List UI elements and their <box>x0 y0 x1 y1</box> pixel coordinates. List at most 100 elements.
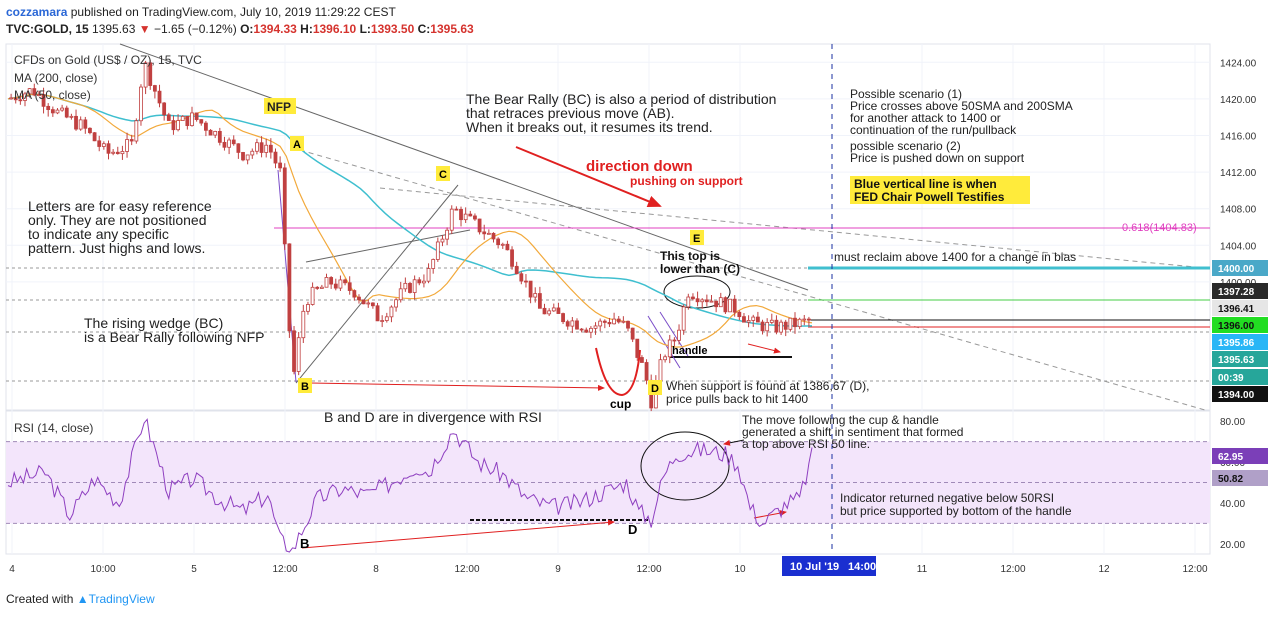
price-label-box <box>1212 300 1268 316</box>
cursor-date-box <box>782 556 876 576</box>
handle-label: handle <box>672 345 707 357</box>
candle-body <box>593 325 598 329</box>
time-tick-label: 12:00 <box>636 564 661 575</box>
candle-body <box>361 299 366 305</box>
candle-body <box>681 306 686 331</box>
candle-body <box>491 232 496 240</box>
tradingview-brand[interactable]: TradingView <box>88 592 155 606</box>
candle-body <box>366 302 371 305</box>
direction-label: direction down <box>586 158 693 175</box>
candle-body <box>751 316 756 321</box>
candle-body <box>101 143 106 147</box>
downtrend-line[interactable] <box>119 43 809 291</box>
move-pointer-arrow[interactable] <box>723 439 745 446</box>
time-tick-label: 10:00 <box>90 564 115 575</box>
candle-body <box>607 322 612 325</box>
candle-body <box>426 268 431 282</box>
candle-body <box>672 339 677 342</box>
author-name[interactable]: cozzamara <box>6 5 68 19</box>
candle-body <box>667 339 672 358</box>
fib-label: 0.618(1404.83) <box>1122 222 1197 234</box>
candle-body <box>584 329 589 333</box>
ma200-legend: MA (200, close) <box>14 71 97 85</box>
top-e-ellipse[interactable] <box>663 275 731 309</box>
time-tick-label: 9 <box>555 564 561 575</box>
time-tick-label: 5 <box>191 564 197 575</box>
rsi-divergence-arrow[interactable] <box>301 519 615 549</box>
created-with: Created with <box>6 592 74 606</box>
handle-channel-1 <box>647 315 681 369</box>
candle-body <box>273 151 278 164</box>
candle-body <box>69 115 74 118</box>
candle-body <box>524 280 528 283</box>
label-a: A <box>293 139 301 151</box>
close-label: C: <box>417 22 431 36</box>
annotation-line: continuation of the run/pullback <box>850 123 1017 137</box>
candle-body <box>704 299 709 303</box>
candle-body <box>537 293 542 309</box>
candle-body <box>157 90 162 104</box>
annotation-line: price pulls back to hit 1400 <box>666 392 808 406</box>
price-label-text: 1394.00 <box>1218 390 1255 401</box>
tradingview-logo-icon[interactable]: ▲ <box>76 592 89 606</box>
annotation-line: When support is found at 1386,67 (D), <box>666 379 869 393</box>
annotation-line: a top above RSI 50 line. <box>742 437 870 451</box>
candle-body <box>797 318 802 328</box>
candle-body <box>598 320 603 327</box>
candle-body <box>422 280 426 284</box>
cup-curve[interactable] <box>595 347 641 397</box>
candle-body <box>9 97 13 100</box>
candle-body <box>213 130 218 136</box>
candle-body <box>398 288 403 301</box>
annotation-line: Price is pushed down on support <box>850 151 1025 165</box>
candle-body <box>565 321 570 327</box>
rsi-handle-arrow[interactable] <box>753 510 787 519</box>
candle-body <box>695 298 700 303</box>
candle-body <box>134 120 139 142</box>
candle-body <box>176 120 180 131</box>
candle-body <box>125 139 129 152</box>
price-axis[interactable]: 1424.00 1420.00 1416.00 1412.00 1408.00 1404.… <box>1220 58 1257 289</box>
candle-body <box>148 62 153 86</box>
candle-body <box>547 310 552 315</box>
bear-rally-note: The Bear Rally (BC) is also a period of … <box>466 91 776 135</box>
low-value: 1393.50 <box>370 22 415 36</box>
candle-body <box>519 273 524 282</box>
handle-arrow[interactable] <box>747 343 781 354</box>
rsi-tick-label: 20.00 <box>1220 540 1245 551</box>
candle-body <box>635 338 640 358</box>
scenario-note: Possible scenario (1)Price crosses above… <box>850 87 1073 165</box>
ohlc-line: TVC:GOLD, 15 1395.63 ▼ −1.65 (−0.12%) O:… <box>6 22 474 36</box>
price-label-text: 1400.00 <box>1218 264 1255 275</box>
candle-body <box>449 208 454 231</box>
candle-body <box>435 241 440 260</box>
label-b: B <box>301 381 309 393</box>
wedge-lower-line[interactable] <box>295 184 459 384</box>
price-pane[interactable] <box>5 43 1211 411</box>
candle-body <box>37 94 41 96</box>
annotation-line: Price crosses above 50SMA and 200SMA <box>850 99 1073 113</box>
close-value: 1395.63 <box>430 22 474 36</box>
candle-body <box>640 357 644 363</box>
annotation-line: possible scenario (2) <box>850 139 961 153</box>
rsi-label-text: 50.82 <box>1218 474 1243 485</box>
label-c-bg <box>436 166 450 181</box>
candle-body <box>686 296 691 308</box>
ma50-path <box>7 93 813 348</box>
time-tick-label: 4 <box>9 564 15 575</box>
candle-body <box>78 119 83 130</box>
price-tick-label: 1412.00 <box>1220 168 1257 179</box>
time-tick-label: 12:00 <box>272 564 297 575</box>
rsi-top-ellipse[interactable] <box>640 431 730 501</box>
candle-body <box>375 305 380 322</box>
time-axis[interactable]: 4 10:00 5 12:00 8 12:00 9 12:00 10 11 12:00 12 12:00 <box>9 564 1208 575</box>
candle-body <box>589 327 593 333</box>
nfp-label-bg <box>264 98 296 114</box>
price-divergence-arrow[interactable] <box>309 382 605 391</box>
candle-body <box>626 320 630 329</box>
candle-body <box>473 215 477 220</box>
drawing-tools <box>6 43 1210 554</box>
direction-arrow[interactable] <box>515 146 662 208</box>
candle-body <box>315 286 320 289</box>
